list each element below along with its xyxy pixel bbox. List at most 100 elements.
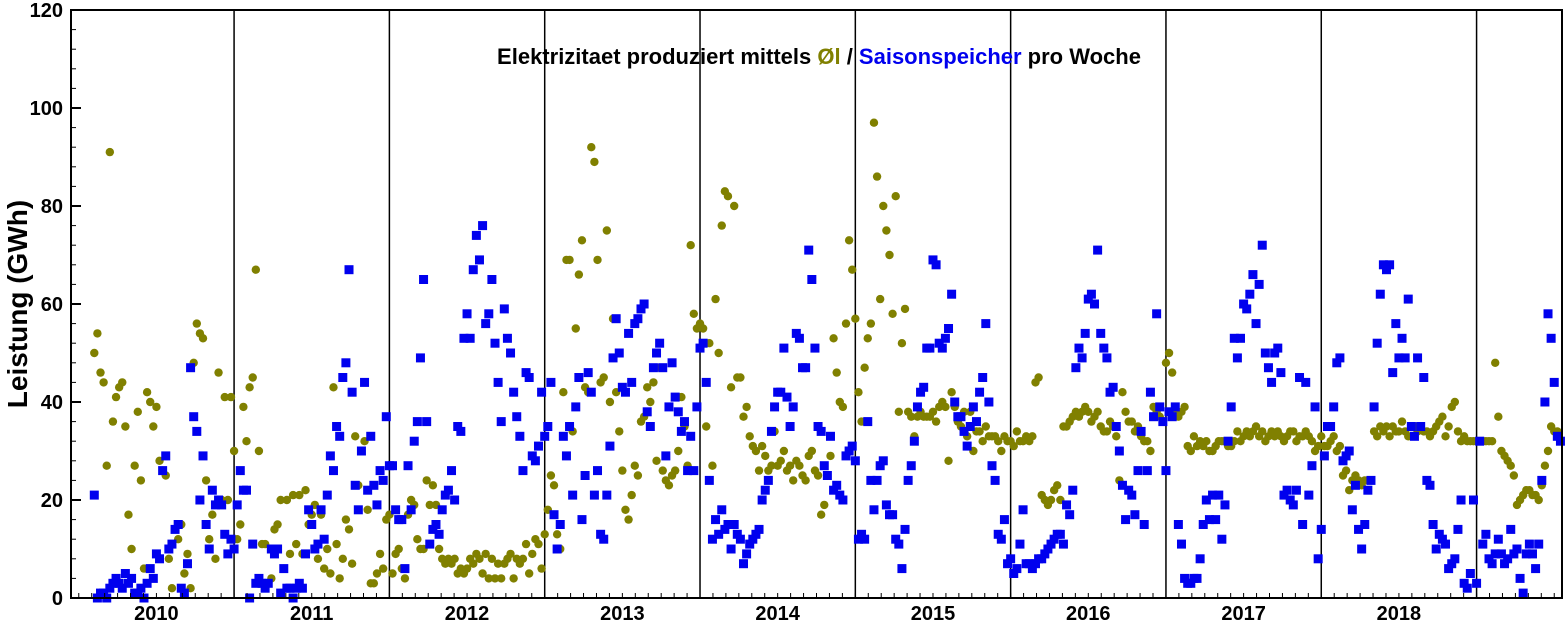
oil-point <box>375 549 385 559</box>
oil-point <box>394 544 403 554</box>
oil-point <box>487 554 497 563</box>
oil-point <box>136 476 146 485</box>
saisonspeicher-point <box>1354 524 1364 534</box>
oil-point <box>236 520 245 529</box>
saisonspeicher-point <box>443 485 453 495</box>
saisonspeicher-point <box>1549 377 1559 387</box>
oil-point <box>242 437 251 446</box>
oil-point <box>1233 427 1242 436</box>
oil-point <box>894 407 904 416</box>
saisonspeicher-point <box>577 515 587 525</box>
saisonspeicher-point <box>1220 500 1230 510</box>
saisonspeicher-point <box>860 534 870 544</box>
saisonspeicher-point <box>947 289 957 299</box>
saisonspeicher-point <box>869 505 879 515</box>
saisonspeicher-point <box>465 333 475 343</box>
saisonspeicher-point <box>145 564 155 574</box>
saisonspeicher-point <box>841 451 851 461</box>
saisonspeicher-point <box>568 490 578 500</box>
saisonspeicher-point <box>1062 500 1072 510</box>
oil-point <box>1534 495 1543 505</box>
saisonspeicher-point <box>1385 260 1395 270</box>
saisonspeicher-point <box>493 377 503 387</box>
oil-point <box>118 378 127 387</box>
oil-point <box>124 510 133 519</box>
saisonspeicher-point <box>999 515 1009 525</box>
saisonspeicher-point <box>1170 402 1180 412</box>
saisonspeicher-point <box>356 446 366 456</box>
saisonspeicher-point <box>387 461 397 471</box>
saisonspeicher-point <box>739 559 749 569</box>
saisonspeicher-point <box>285 583 295 593</box>
saisonspeicher-point <box>226 534 236 544</box>
oil-point <box>326 569 335 578</box>
oil-point <box>779 446 789 456</box>
saisonspeicher-point <box>378 475 388 485</box>
saisonspeicher-point <box>825 431 835 441</box>
saisonspeicher-point <box>1058 539 1068 549</box>
oil-point <box>1127 417 1136 426</box>
oil-point <box>574 270 584 279</box>
saisonspeicher-point <box>263 578 273 588</box>
oil-point <box>378 564 388 573</box>
oil-point <box>469 559 478 568</box>
y-tick-label: 80 <box>41 196 63 218</box>
saisonspeicher-point <box>1425 480 1435 490</box>
saisonspeicher-point <box>1024 559 1034 569</box>
oil-point <box>767 461 776 470</box>
series-oil <box>90 118 1562 593</box>
saisonspeicher-point <box>297 583 307 593</box>
oil-point <box>332 539 341 549</box>
saisonspeicher-point <box>1226 402 1236 412</box>
saisonspeicher-point <box>1158 417 1168 427</box>
saisonspeicher-point <box>1416 422 1426 431</box>
oil-point <box>121 422 130 431</box>
oil-point <box>1251 422 1261 431</box>
saisonspeicher-point <box>1285 495 1295 505</box>
saisonspeicher-point <box>589 490 599 500</box>
saisonspeicher-point <box>1245 289 1255 299</box>
saisonspeicher-point <box>1515 573 1525 583</box>
saisonspeicher-point <box>661 451 671 461</box>
oil-point <box>841 319 851 328</box>
saisonspeicher-point <box>1257 240 1267 250</box>
saisonspeicher-point <box>720 524 730 534</box>
oil-point <box>1093 407 1102 416</box>
oil-point <box>282 495 292 505</box>
oil-point <box>928 407 938 416</box>
saisonspeicher-point <box>642 407 652 417</box>
saisonspeicher-point <box>698 338 708 348</box>
saisonspeicher-point <box>1037 554 1047 564</box>
saisonspeicher-point <box>937 343 947 353</box>
saisonspeicher-point <box>1431 544 1441 554</box>
saisonspeicher-point <box>1117 480 1127 490</box>
saisonspeicher-point <box>142 578 152 588</box>
saisonspeicher-point <box>266 544 276 554</box>
saisonspeicher-point <box>204 544 214 554</box>
oil-point <box>587 143 596 152</box>
saisonspeicher-point <box>273 544 283 554</box>
oil-point <box>820 500 829 510</box>
oil-point <box>736 373 745 382</box>
saisonspeicher-point <box>1304 490 1314 500</box>
x-year-label: 2010 <box>134 603 179 622</box>
oil-point <box>621 505 630 514</box>
oil-point <box>142 388 152 397</box>
oil-point <box>714 348 723 358</box>
oil-point <box>869 118 879 127</box>
saisonspeicher-point <box>757 495 767 505</box>
saisonspeicher-point <box>903 475 913 485</box>
saisonspeicher-point <box>853 534 863 544</box>
saisonspeicher-point <box>437 505 447 515</box>
saisonspeicher-point <box>1506 524 1516 534</box>
saisonspeicher-point <box>1316 524 1326 534</box>
saisonspeicher-point <box>875 461 885 471</box>
oil-point <box>509 574 518 583</box>
saisonspeicher-point <box>630 319 640 329</box>
oil-point <box>1453 427 1463 436</box>
oil-point <box>832 368 841 377</box>
saisonspeicher-point <box>338 373 348 382</box>
saisonspeicher-point <box>1537 475 1547 485</box>
saisonspeicher-point <box>1552 431 1562 441</box>
saisonspeicher-point <box>788 402 798 412</box>
